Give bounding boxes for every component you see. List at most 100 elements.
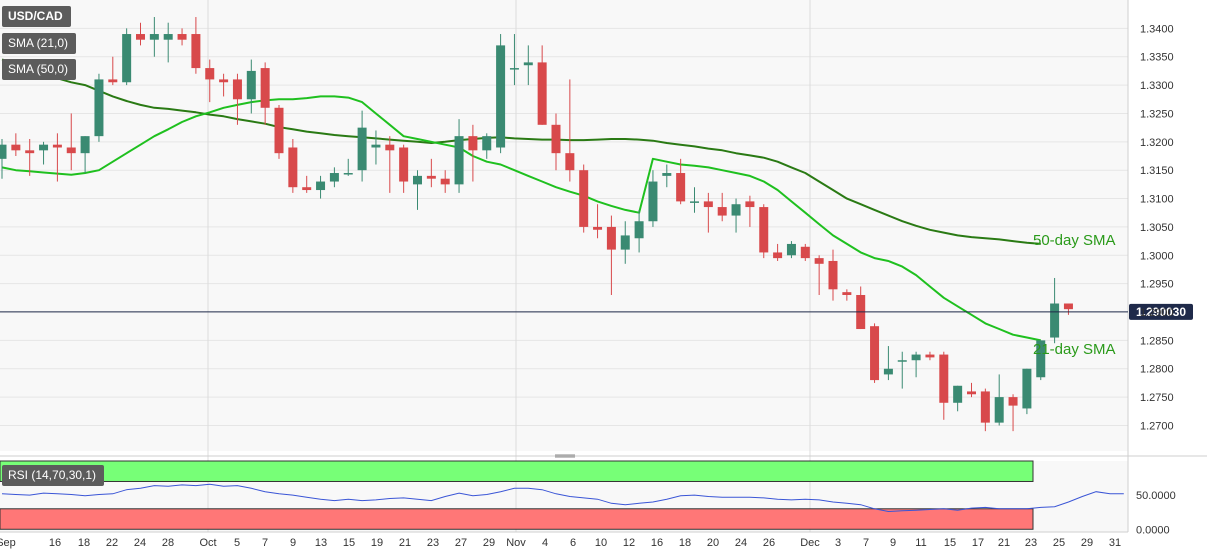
bullish-candle	[1036, 340, 1046, 381]
time-tick-label: 28	[162, 537, 174, 549]
rsi-tick-label: 50.0000	[1136, 490, 1176, 502]
time-tick-label: 27	[455, 537, 467, 549]
bullish-candle	[690, 187, 699, 213]
candle-body	[1063, 303, 1073, 310]
bearish-candle	[302, 175, 312, 193]
price-tick-label: 1.3250	[1140, 108, 1174, 120]
bearish-candle	[870, 323, 880, 383]
candle-body	[260, 68, 270, 108]
candle-body	[454, 136, 464, 185]
time-tick-label: 16	[651, 537, 663, 549]
bearish-candle	[551, 113, 561, 171]
time-tick-label: 13	[315, 537, 327, 549]
candle-body	[911, 354, 921, 361]
time-tick-label: Nov	[506, 537, 526, 549]
candle-body	[66, 147, 76, 154]
bearish-candle	[426, 158, 436, 188]
time-tick-label: 21	[399, 537, 411, 549]
candle-body	[509, 68, 519, 70]
bearish-candle	[1063, 303, 1073, 315]
bearish-candle	[842, 289, 852, 301]
sma50-legend-label: SMA (50,0)	[8, 62, 69, 76]
bearish-candle	[108, 56, 118, 86]
time-tick-label: 16	[49, 537, 61, 549]
bullish-candle	[149, 17, 159, 57]
time-tick-label: 23	[1025, 537, 1037, 549]
bullish-candle	[731, 198, 741, 233]
bullish-candle	[94, 73, 104, 142]
bullish-candle	[786, 241, 796, 259]
bullish-candle	[911, 351, 921, 378]
bullish-candle	[246, 59, 256, 114]
price-panel-background	[0, 0, 1128, 451]
candle-body	[620, 235, 630, 250]
time-tick-label: 29	[1081, 537, 1093, 549]
price-tick-label: 1.3400	[1140, 23, 1174, 35]
bullish-candle	[509, 34, 519, 86]
bullish-candle	[371, 130, 381, 165]
rsi-legend-tag[interactable]: RSI (14,70,30,1)	[2, 465, 105, 486]
time-tick-label: 20	[707, 537, 719, 549]
candle-body	[786, 243, 796, 256]
bullish-candle	[496, 34, 506, 154]
candle-body	[634, 221, 644, 239]
sma50-legend-tag[interactable]: SMA (50,0)	[2, 59, 77, 80]
axis-background	[1128, 0, 1207, 555]
bearish-candle	[288, 138, 298, 193]
candle-body	[703, 201, 713, 208]
bearish-candle	[828, 249, 838, 301]
bullish-candle	[39, 141, 49, 165]
bullish-candle	[357, 110, 367, 182]
candle-body	[426, 175, 436, 179]
candle-body	[11, 144, 21, 151]
candle-body	[0, 144, 7, 159]
time-tick-label: 24	[735, 537, 747, 549]
bullish-candle	[634, 209, 644, 253]
candle-body	[883, 368, 893, 375]
candle-body	[219, 79, 229, 83]
bearish-candle	[676, 158, 686, 205]
time-tick-label: Sep	[0, 537, 16, 549]
candle-body	[662, 173, 672, 176]
bullish-candle	[343, 158, 353, 176]
symbol-tag[interactable]: USD/CAD	[2, 6, 71, 27]
sma21-legend-label: SMA (21,0)	[8, 36, 69, 50]
rsi-zones	[0, 460, 1034, 530]
time-tick-label: 23	[427, 537, 439, 549]
time-tick-label: 7	[863, 537, 869, 549]
time-tick-label: 3	[835, 537, 841, 549]
candle-body	[371, 144, 381, 148]
bearish-candle	[260, 62, 270, 125]
time-tick-label: 6	[570, 537, 576, 549]
price-tick-label: 1.3200	[1140, 137, 1174, 149]
bearish-candle	[579, 164, 589, 233]
time-tick-label: 7	[262, 537, 268, 549]
candle-body	[39, 144, 49, 151]
candle-body	[814, 258, 824, 264]
time-tick-label: 5	[234, 537, 240, 549]
candle-body	[149, 34, 159, 40]
rsi-line-group	[1, 483, 1124, 513]
time-tick-label: 19	[371, 537, 383, 549]
bearish-candle	[703, 192, 713, 233]
candle-body	[25, 150, 35, 154]
panel-resize-handle[interactable]	[555, 454, 575, 458]
time-tick-label: 18	[78, 537, 90, 549]
time-tick-label: 9	[890, 537, 896, 549]
price-tick-label: 1.3100	[1140, 194, 1174, 206]
candle-body	[717, 207, 727, 216]
bearish-candle	[967, 382, 976, 398]
time-tick-label: 25	[1053, 537, 1065, 549]
sma21-legend-tag[interactable]: SMA (21,0)	[2, 33, 77, 54]
bearish-candle	[232, 73, 242, 125]
candle-body	[1036, 340, 1046, 378]
candle-body	[177, 34, 187, 40]
bearish-candle	[66, 113, 76, 171]
time-tick-label: 18	[679, 537, 691, 549]
time-tick-label: 9	[290, 537, 296, 549]
time-tick-label: 24	[134, 537, 146, 549]
candle-body	[523, 62, 533, 66]
bullish-candle	[883, 346, 893, 381]
candle-body	[897, 360, 907, 362]
bearish-candle	[136, 22, 145, 46]
